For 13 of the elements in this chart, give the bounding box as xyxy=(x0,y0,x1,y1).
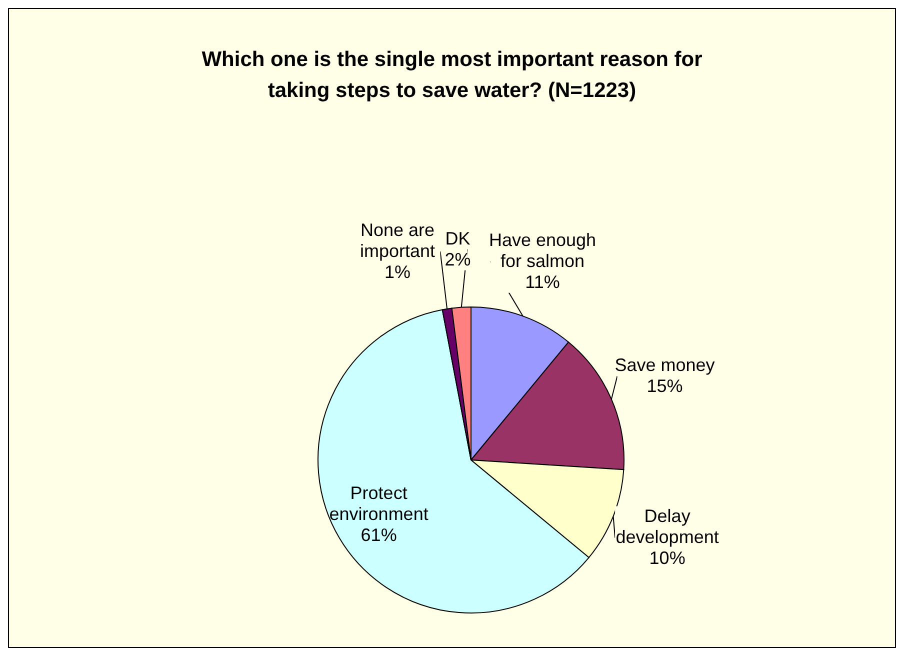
slice-label: Have enough for salmon xyxy=(488,230,596,271)
data-label: 1% xyxy=(384,262,410,282)
data-label: 61% xyxy=(360,525,397,546)
slice-label: Save money xyxy=(614,355,715,376)
slice-label: DK xyxy=(445,228,470,248)
chart-title: Which one is the single most important reason for taking steps to save water? (N=1223) xyxy=(202,48,702,102)
data-label: 15% xyxy=(646,376,683,396)
data-label: 11% xyxy=(525,272,560,292)
slice-label: None are important xyxy=(360,220,436,261)
data-label: 2% xyxy=(444,249,471,270)
slice-label: Protect environment xyxy=(329,483,428,524)
slice-label: Delay development xyxy=(616,506,719,548)
data-label: 10% xyxy=(649,548,686,568)
